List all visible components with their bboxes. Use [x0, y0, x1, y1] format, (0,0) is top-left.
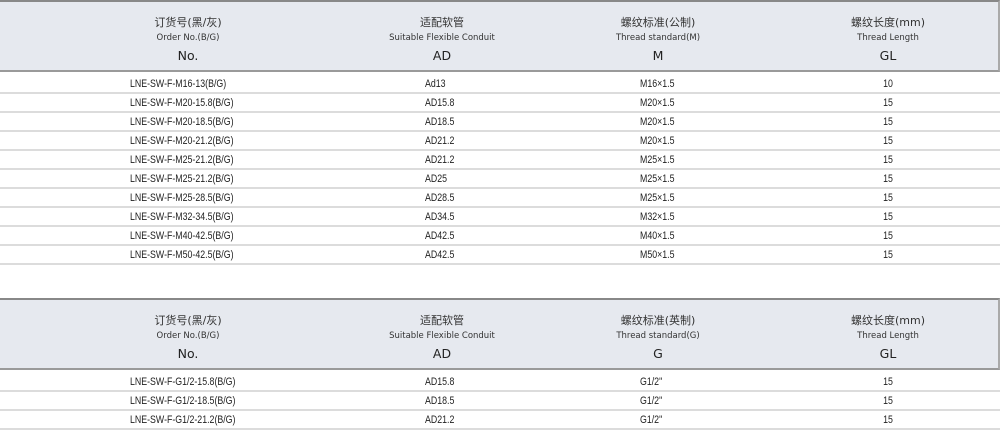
- cell-order-no: LNE-SW-F-M25-21.2(B/G): [130, 154, 234, 166]
- table-row: LNE-SW-F-G1/2-18.5(B/G) AD18.5 G1/2" 15: [0, 392, 1000, 411]
- header-zh: 螺纹标准(英制): [620, 314, 696, 327]
- table-header: 订货号(黑/灰) Order No.(B/G) No. 适配软管 Suitable Fl…: [0, 298, 1000, 370]
- cell-order-no: LNE-SW-F-M16-13(B/G): [130, 78, 227, 90]
- header-en: Thread Length: [857, 331, 919, 341]
- cell-thread-standard: M16×1.5: [640, 78, 675, 90]
- cell-thread-length: 15: [883, 376, 893, 388]
- cell-conduit: AD15.8: [425, 376, 455, 388]
- cell-thread-standard: G1/2": [640, 395, 663, 407]
- cell-order-no: LNE-SW-F-G1/2-15.8(B/G): [130, 376, 236, 388]
- cell-thread-length: 15: [883, 192, 893, 204]
- table-row: LNE-SW-F-G1/2-15.8(B/G) AD15.8 G1/2" 15: [0, 373, 1000, 392]
- cell-thread-length: 15: [883, 154, 893, 166]
- header-zh: 订货号(黑/灰): [154, 16, 222, 29]
- table-row: LNE-SW-F-M50-42.5(B/G) AD42.5 M50×1.5 15: [0, 246, 1000, 265]
- metric-thread-table: 订货号(黑/灰) Order No.(B/G) No. 适配软管 Suitable Fl…: [0, 0, 1000, 265]
- header-en: Suitable Flexible Conduit: [389, 33, 495, 43]
- cell-conduit: AD21.2: [425, 154, 455, 166]
- header-sym: GL: [879, 346, 897, 361]
- header-en: Thread Length: [857, 33, 919, 43]
- table-row: LNE-SW-F-M20-15.8(B/G) AD15.8 M20×1.5 15: [0, 94, 1000, 113]
- cell-thread-standard: M32×1.5: [640, 211, 675, 223]
- cell-thread-length: 15: [883, 395, 893, 407]
- cell-conduit: AD25: [425, 173, 448, 185]
- table-row: LNE-SW-F-G1/2-21.2(B/G) AD21.2 G1/2" 15: [0, 411, 1000, 430]
- cell-thread-standard: M25×1.5: [640, 173, 675, 185]
- cell-thread-standard: G1/2": [640, 376, 663, 388]
- cell-order-no: LNE-SW-F-M20-21.2(B/G): [130, 135, 234, 147]
- header-zh: 适配软管: [420, 314, 464, 327]
- header-en: Thread standard(G): [616, 331, 700, 341]
- cell-thread-length: 10: [883, 78, 893, 90]
- cell-conduit: AD15.8: [425, 97, 455, 109]
- table-row: LNE-SW-F-M25-28.5(B/G) AD28.5 M25×1.5 15: [0, 189, 1000, 208]
- cell-thread-standard: M25×1.5: [640, 154, 675, 166]
- cell-thread-standard: M25×1.5: [640, 192, 675, 204]
- cell-order-no: LNE-SW-F-M20-18.5(B/G): [130, 116, 234, 128]
- cell-conduit: AD18.5: [425, 116, 455, 128]
- header-zh: 螺纹长度(mm): [850, 16, 925, 29]
- cell-thread-standard: M20×1.5: [640, 97, 675, 109]
- cell-order-no: LNE-SW-F-G1/2-21.2(B/G): [130, 414, 236, 426]
- cell-thread-standard: M20×1.5: [640, 116, 675, 128]
- header-en: Thread standard(M): [615, 33, 701, 43]
- table-row: LNE-SW-F-M32-34.5(B/G) AD34.5 M32×1.5 15: [0, 208, 1000, 227]
- table-row: LNE-SW-F-M40-42.5(B/G) AD42.5 M40×1.5 15: [0, 227, 1000, 246]
- header-sym: No.: [177, 48, 199, 63]
- header-en: Suitable Flexible Conduit: [389, 331, 495, 341]
- cell-thread-length: 15: [883, 414, 893, 426]
- header-sym: GL: [879, 48, 897, 63]
- cell-conduit: Ad13: [425, 78, 446, 90]
- cell-order-no: LNE-SW-F-M25-21.2(B/G): [130, 173, 234, 185]
- cell-order-no: LNE-SW-F-M50-42.5(B/G): [130, 249, 234, 261]
- cell-conduit: AD18.5: [425, 395, 455, 407]
- header-zh: 订货号(黑/灰): [154, 314, 222, 327]
- header-en: Order No.(B/G): [156, 331, 220, 341]
- table-header: 订货号(黑/灰) Order No.(B/G) No. 适配软管 Suitable Fl…: [0, 0, 1000, 72]
- cell-order-no: LNE-SW-F-M40-42.5(B/G): [130, 230, 234, 242]
- header-sym: G: [653, 346, 663, 361]
- table-row: LNE-SW-F-M20-21.2(B/G) AD21.2 M20×1.5 15: [0, 132, 1000, 151]
- cell-order-no: LNE-SW-F-G1/2-18.5(B/G): [130, 395, 236, 407]
- table-row: LNE-SW-F-M25-21.2(B/G) AD21.2 M25×1.5 15: [0, 151, 1000, 170]
- cell-conduit: AD42.5: [425, 230, 455, 242]
- cell-thread-length: 15: [883, 211, 893, 223]
- cell-thread-length: 15: [883, 97, 893, 109]
- header-en: Order No.(B/G): [156, 33, 220, 43]
- cell-conduit: AD34.5: [425, 211, 455, 223]
- cell-thread-length: 15: [883, 173, 893, 185]
- cell-conduit: AD21.2: [425, 135, 455, 147]
- header-sym: M: [652, 48, 664, 63]
- cell-order-no: LNE-SW-F-M20-15.8(B/G): [130, 97, 234, 109]
- cell-thread-length: 15: [883, 249, 893, 261]
- cell-thread-length: 15: [883, 230, 893, 242]
- cell-order-no: LNE-SW-F-M25-28.5(B/G): [130, 192, 234, 204]
- cell-conduit: AD28.5: [425, 192, 455, 204]
- table-row: LNE-SW-F-M20-18.5(B/G) AD18.5 M20×1.5 15: [0, 113, 1000, 132]
- cell-thread-standard: G1/2": [640, 414, 663, 426]
- cell-thread-length: 15: [883, 116, 893, 128]
- cell-thread-standard: M20×1.5: [640, 135, 675, 147]
- header-sym: No.: [177, 346, 199, 361]
- cell-order-no: LNE-SW-F-M32-34.5(B/G): [130, 211, 234, 223]
- header-zh: 螺纹长度(mm): [850, 314, 925, 327]
- cell-thread-standard: M50×1.5: [640, 249, 675, 261]
- cell-conduit: AD42.5: [425, 249, 455, 261]
- header-zh: 螺纹标准(公制): [620, 16, 696, 29]
- header-zh: 适配软管: [420, 16, 464, 29]
- header-sym: AD: [432, 346, 452, 361]
- cell-thread-standard: M40×1.5: [640, 230, 675, 242]
- cell-conduit: AD21.2: [425, 414, 455, 426]
- imperial-thread-table: 订货号(黑/灰) Order No.(B/G) No. 适配软管 Suitable Fl…: [0, 298, 1000, 430]
- cell-thread-length: 15: [883, 135, 893, 147]
- header-sym: AD: [432, 48, 452, 63]
- table-row: LNE-SW-F-M25-21.2(B/G) AD25 M25×1.5 15: [0, 170, 1000, 189]
- table-row: LNE-SW-F-M16-13(B/G) Ad13 M16×1.5 10: [0, 75, 1000, 94]
